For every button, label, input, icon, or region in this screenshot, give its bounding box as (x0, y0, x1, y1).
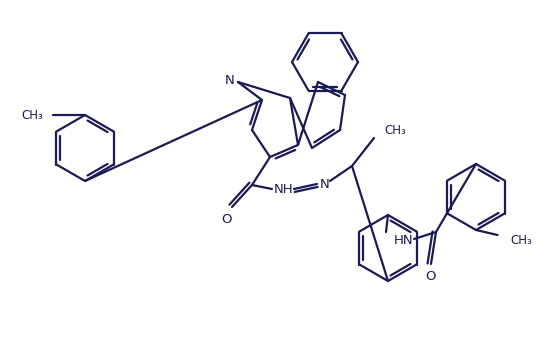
Text: N: N (225, 73, 235, 86)
Text: O: O (222, 212, 232, 225)
Text: NH: NH (274, 183, 294, 195)
Text: N: N (320, 177, 330, 190)
Text: CH₃: CH₃ (21, 108, 43, 122)
Text: CH₃: CH₃ (511, 234, 533, 247)
Text: O: O (426, 270, 436, 283)
Text: HN: HN (394, 234, 414, 247)
Text: CH₃: CH₃ (384, 123, 406, 136)
